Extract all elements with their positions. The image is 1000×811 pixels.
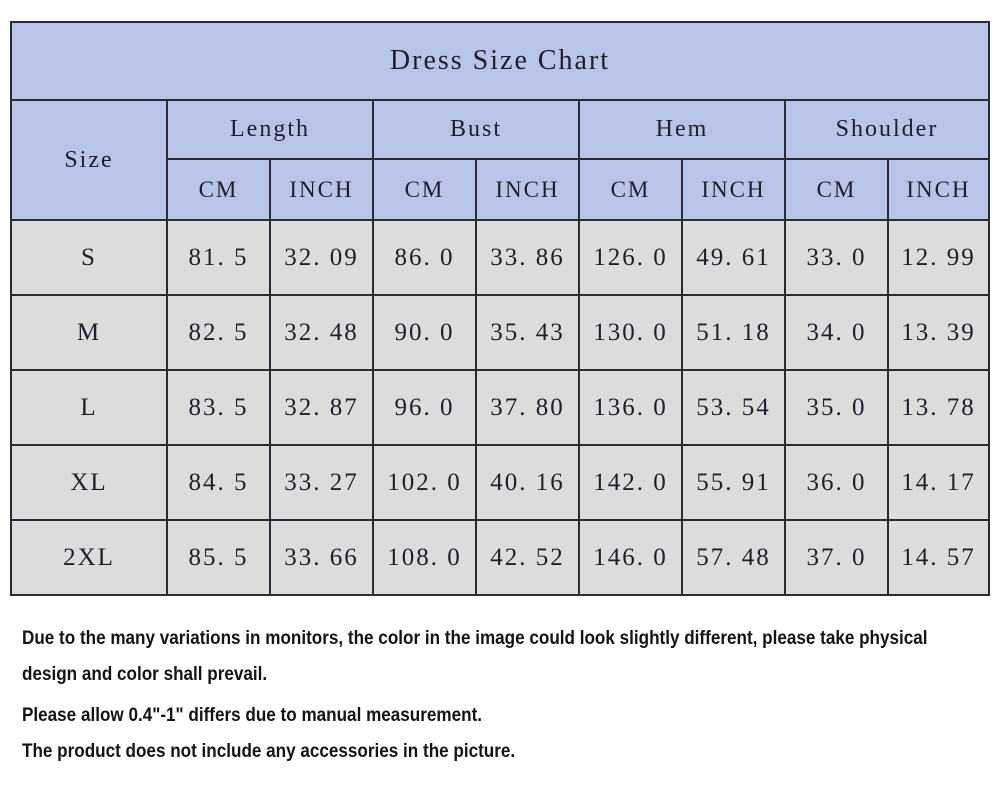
column-group-shoulder: Shoulder xyxy=(784,99,990,160)
value-cell: 84. 5 xyxy=(166,444,271,521)
value-cell: 14. 57 xyxy=(887,519,990,596)
column-group-hem: Hem xyxy=(578,99,786,160)
size-cell: XL xyxy=(10,444,168,521)
note-line: The product does not include any accesso… xyxy=(22,741,516,762)
value-cell: 13. 39 xyxy=(887,294,990,371)
value-cell: 57. 48 xyxy=(681,519,786,596)
value-cell: 32. 48 xyxy=(269,294,374,371)
value-cell: 14. 17 xyxy=(887,444,990,521)
value-cell: 102. 0 xyxy=(372,444,477,521)
unit-header-shoulder-inch: INCH xyxy=(887,158,990,221)
table-row-s: S 81. 5 32. 09 86. 0 33. 86 126. 0 49. 6… xyxy=(10,219,990,296)
value-cell: 32. 87 xyxy=(269,369,374,446)
value-cell: 130. 0 xyxy=(578,294,683,371)
value-cell: 33. 27 xyxy=(269,444,374,521)
value-cell: 83. 5 xyxy=(166,369,271,446)
value-cell: 85. 5 xyxy=(166,519,271,596)
value-cell: 36. 0 xyxy=(784,444,889,521)
value-cell: 142. 0 xyxy=(578,444,683,521)
value-cell: 13. 78 xyxy=(887,369,990,446)
size-cell: S xyxy=(10,219,168,296)
unit-header-length-cm: CM xyxy=(166,158,271,221)
unit-header-bust-cm: CM xyxy=(372,158,477,221)
value-cell: 51. 18 xyxy=(681,294,786,371)
value-cell: 37. 0 xyxy=(784,519,889,596)
table-title: Dress Size Chart xyxy=(10,21,990,101)
value-cell: 81. 5 xyxy=(166,219,271,296)
value-cell: 108. 0 xyxy=(372,519,477,596)
unit-header-length-inch: INCH xyxy=(269,158,374,221)
value-cell: 33. 0 xyxy=(784,219,889,296)
unit-header-hem-cm: CM xyxy=(578,158,683,221)
value-cell: 33. 86 xyxy=(475,219,580,296)
value-cell: 53. 54 xyxy=(681,369,786,446)
value-cell: 49. 61 xyxy=(681,219,786,296)
value-cell: 12. 99 xyxy=(887,219,990,296)
value-cell: 136. 0 xyxy=(578,369,683,446)
value-cell: 82. 5 xyxy=(166,294,271,371)
size-cell: M xyxy=(10,294,168,371)
note-line: Please allow 0.4"-1" differs due to manu… xyxy=(22,705,483,726)
column-group-length: Length xyxy=(166,99,374,160)
value-cell: 35. 43 xyxy=(475,294,580,371)
value-cell: 32. 09 xyxy=(269,219,374,296)
unit-header-hem-inch: INCH xyxy=(681,158,786,221)
value-cell: 34. 0 xyxy=(784,294,889,371)
column-group-bust: Bust xyxy=(372,99,580,160)
value-cell: 86. 0 xyxy=(372,219,477,296)
unit-header-shoulder-cm: CM xyxy=(784,158,889,221)
value-cell: 33. 66 xyxy=(269,519,374,596)
value-cell: 40. 16 xyxy=(475,444,580,521)
disclaimer-notes: Due to the many variations in monitors, … xyxy=(22,621,982,770)
value-cell: 96. 0 xyxy=(372,369,477,446)
value-cell: 42. 52 xyxy=(475,519,580,596)
value-cell: 35. 0 xyxy=(784,369,889,446)
size-cell: 2XL xyxy=(10,519,168,596)
value-cell: 90. 0 xyxy=(372,294,477,371)
value-cell: 37. 80 xyxy=(475,369,580,446)
table-row-l: L 83. 5 32. 87 96. 0 37. 80 136. 0 53. 5… xyxy=(10,369,990,446)
note-line: design and color shall prevail. xyxy=(22,664,268,685)
value-cell: 55. 91 xyxy=(681,444,786,521)
table-row-2xl: 2XL 85. 5 33. 66 108. 0 42. 52 146. 0 57… xyxy=(10,519,990,596)
column-header-size: Size xyxy=(10,99,168,221)
value-cell: 146. 0 xyxy=(578,519,683,596)
size-cell: L xyxy=(10,369,168,446)
note-line: Due to the many variations in monitors, … xyxy=(22,628,928,649)
unit-header-bust-inch: INCH xyxy=(475,158,580,221)
table-row-m: M 82. 5 32. 48 90. 0 35. 43 130. 0 51. 1… xyxy=(10,294,990,371)
table-row-xl: XL 84. 5 33. 27 102. 0 40. 16 142. 0 55.… xyxy=(10,444,990,521)
size-chart-table: Dress Size Chart Size Length Bust Hem Sh… xyxy=(10,21,990,596)
value-cell: 126. 0 xyxy=(578,219,683,296)
